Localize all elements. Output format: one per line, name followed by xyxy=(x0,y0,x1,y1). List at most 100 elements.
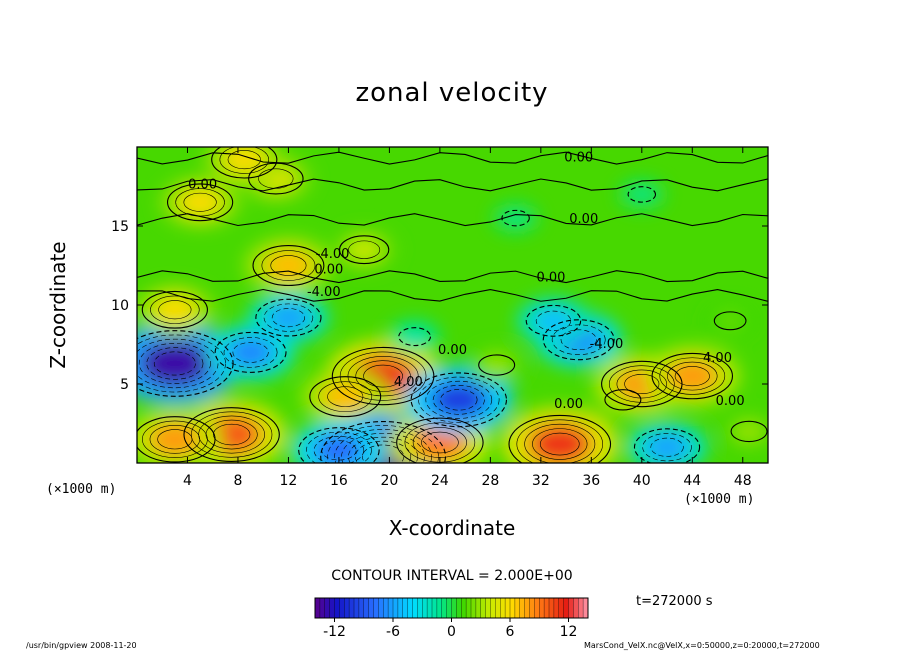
colorbar-segment xyxy=(388,598,394,618)
contour-ring xyxy=(659,357,726,395)
x-axis-unit: (×1000 m) xyxy=(684,492,755,507)
contour-ring xyxy=(142,420,208,458)
contour-ring xyxy=(227,150,261,170)
y-axis-label: Z-coordinate xyxy=(46,241,70,369)
contour-ring xyxy=(713,311,747,331)
contour-label: 0.00 xyxy=(716,394,745,409)
contour-label: 0.00 xyxy=(438,343,467,358)
footer-right: MarsCond_VelX.nc@VelX,x=0:50000,z=0:2000… xyxy=(584,641,820,650)
contour-ring xyxy=(730,420,768,443)
contour-label: 4.00 xyxy=(703,351,732,366)
contour-ring xyxy=(318,381,373,412)
contour-ring xyxy=(651,352,734,400)
contour-ring xyxy=(214,331,287,373)
colorbar-segment xyxy=(354,598,360,618)
colorbar-segment xyxy=(334,598,340,618)
x-tick-label: 12 xyxy=(280,473,298,489)
contour-ring xyxy=(327,425,439,463)
contour-ring xyxy=(306,431,372,463)
field-feature xyxy=(428,379,489,420)
colorbar-segment xyxy=(441,598,448,618)
contour-ring xyxy=(398,327,432,347)
contour-ring xyxy=(255,298,322,337)
contour-ring xyxy=(149,424,201,454)
colorbar-segment xyxy=(393,598,399,618)
colorbar-segment xyxy=(456,598,462,618)
contour-ring xyxy=(604,389,642,411)
colorbar-segment xyxy=(339,598,345,618)
y-axis-ticks: 5 10 15 xyxy=(111,219,768,393)
contour-ring xyxy=(355,440,412,463)
contour-ring xyxy=(153,351,196,376)
contour-label: -4.00 xyxy=(590,337,624,352)
contour-ring xyxy=(157,429,193,450)
contour-ring xyxy=(331,346,435,406)
contour-label: -4.00 xyxy=(316,247,350,262)
contour-ring xyxy=(539,432,580,456)
contour-ring xyxy=(525,304,582,337)
x-axis-label: X-coordinate xyxy=(388,516,516,540)
colorbar-segment xyxy=(529,598,535,618)
contour-ring xyxy=(347,355,419,397)
field-feature xyxy=(139,339,211,388)
colorbar-segment xyxy=(373,598,379,618)
contour-ring xyxy=(263,303,314,332)
x-tick-label: 40 xyxy=(633,473,651,489)
contour-label: 0.00 xyxy=(314,263,343,278)
colorbar-segment xyxy=(568,598,574,618)
colorbar-tick-label: -12 xyxy=(323,624,346,640)
colorbar-segment xyxy=(397,598,404,618)
contour-ring xyxy=(560,329,597,351)
contour-ring xyxy=(223,337,278,368)
field-feature xyxy=(715,311,745,331)
field-feature xyxy=(732,420,766,443)
contour-ring xyxy=(327,386,364,407)
colorbar-segment xyxy=(519,598,526,618)
contour-ring xyxy=(432,385,485,415)
colorbar-segment xyxy=(417,598,423,618)
field-feature xyxy=(264,249,313,282)
colorbar-segment xyxy=(446,598,452,618)
x-tick-label: 32 xyxy=(532,473,550,489)
contour-label: 0.00 xyxy=(536,271,565,286)
colorbar-segment xyxy=(495,598,501,618)
contour-ring xyxy=(219,147,269,174)
field-feature xyxy=(503,209,529,227)
contour-ring xyxy=(608,365,675,403)
contour-ring xyxy=(298,427,380,463)
footer-left: /usr/bin/gpview 2008-11-20 xyxy=(26,641,137,650)
contour-ring xyxy=(348,436,419,463)
y-tick-label: 5 xyxy=(120,377,129,393)
contour-ring xyxy=(616,369,667,399)
x-tick-label: 4 xyxy=(183,473,192,489)
colorbar-segment xyxy=(583,598,589,618)
colorbar-segment xyxy=(412,598,418,618)
colorbar-segment xyxy=(471,598,477,618)
colorbar-segment xyxy=(461,598,467,618)
x-tick-label: 28 xyxy=(481,473,499,489)
contour-ring xyxy=(137,416,216,463)
colorbar-segment xyxy=(505,598,511,618)
contour-interval-note: CONTOUR INTERVAL = 2.000E+00 xyxy=(331,568,573,584)
colorbar-tick-label: 0 xyxy=(447,624,456,640)
colorbar-segment xyxy=(329,598,335,618)
contour-ring xyxy=(425,380,493,419)
contour-ring xyxy=(232,342,269,363)
x-tick-label: 8 xyxy=(233,473,242,489)
contour-label: -4.00 xyxy=(307,285,341,300)
contour-ring xyxy=(183,192,217,212)
colorbar-segment xyxy=(558,598,565,618)
colorbar: -12 -6 0 6 12 xyxy=(314,597,589,640)
contour-ring xyxy=(478,354,516,376)
contour-ring xyxy=(355,360,411,392)
field-feature xyxy=(266,302,311,333)
contour-ring xyxy=(551,324,606,356)
contour-ring xyxy=(508,414,612,463)
contour-ring xyxy=(410,372,508,428)
x-tick-label: 20 xyxy=(380,473,398,489)
x-axis-ticks: 4 8 12 16 20 24 28 32 36 40 44 48 xyxy=(183,147,752,489)
colorbar-segment xyxy=(514,598,521,618)
contour-zero-line xyxy=(137,270,768,284)
contour-ring xyxy=(270,255,307,276)
